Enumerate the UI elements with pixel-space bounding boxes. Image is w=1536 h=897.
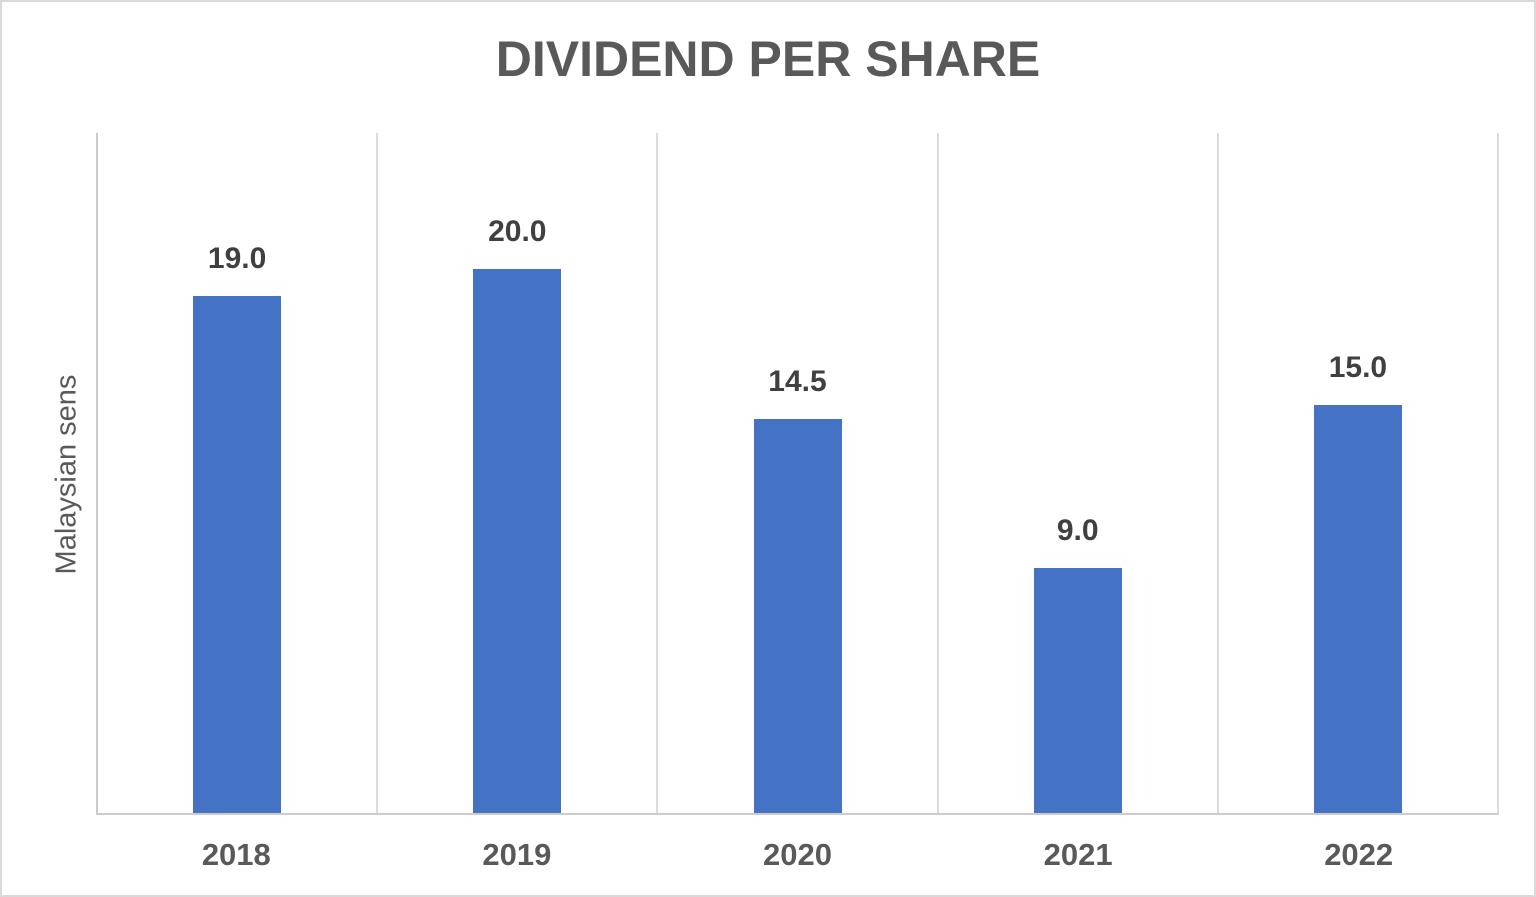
plot-area: 19.0 20.0 14.5 9.0 15.0 bbox=[96, 133, 1500, 815]
y-axis-title: Malaysian sens bbox=[50, 374, 83, 574]
category-column-2020: 14.5 bbox=[658, 133, 939, 813]
x-axis-label-2019: 2019 bbox=[482, 837, 552, 872]
category-column-2018: 19.0 bbox=[98, 133, 379, 813]
bar-2020 bbox=[753, 418, 842, 813]
x-axis-labels: 2018 2019 2020 2021 2022 bbox=[96, 817, 1499, 873]
data-label-2018: 19.0 bbox=[207, 242, 267, 276]
x-axis-label-2021: 2021 bbox=[1043, 837, 1113, 872]
y-axis-title-container: Malaysian sens bbox=[32, 133, 102, 815]
data-label-2020: 14.5 bbox=[768, 364, 827, 398]
bar-2019 bbox=[473, 269, 562, 813]
category-column-2021: 9.0 bbox=[939, 133, 1219, 813]
category-column-2022: 15.0 bbox=[1219, 133, 1500, 813]
data-label-2022: 15.0 bbox=[1328, 351, 1388, 384]
data-label-2019: 20.0 bbox=[488, 215, 547, 248]
category-column-2019: 20.0 bbox=[378, 133, 659, 813]
x-axis-label-2018: 2018 bbox=[201, 837, 271, 872]
chart-title: DIVIDEND PER SHARE bbox=[495, 31, 1041, 87]
x-axis-label-2022: 2022 bbox=[1324, 837, 1394, 872]
x-axis-label-2020: 2020 bbox=[763, 837, 832, 872]
bar-2018 bbox=[193, 296, 282, 813]
bar-2022 bbox=[1313, 405, 1402, 813]
data-label-2021: 9.0 bbox=[1056, 514, 1099, 548]
bar-2021 bbox=[1033, 568, 1122, 813]
